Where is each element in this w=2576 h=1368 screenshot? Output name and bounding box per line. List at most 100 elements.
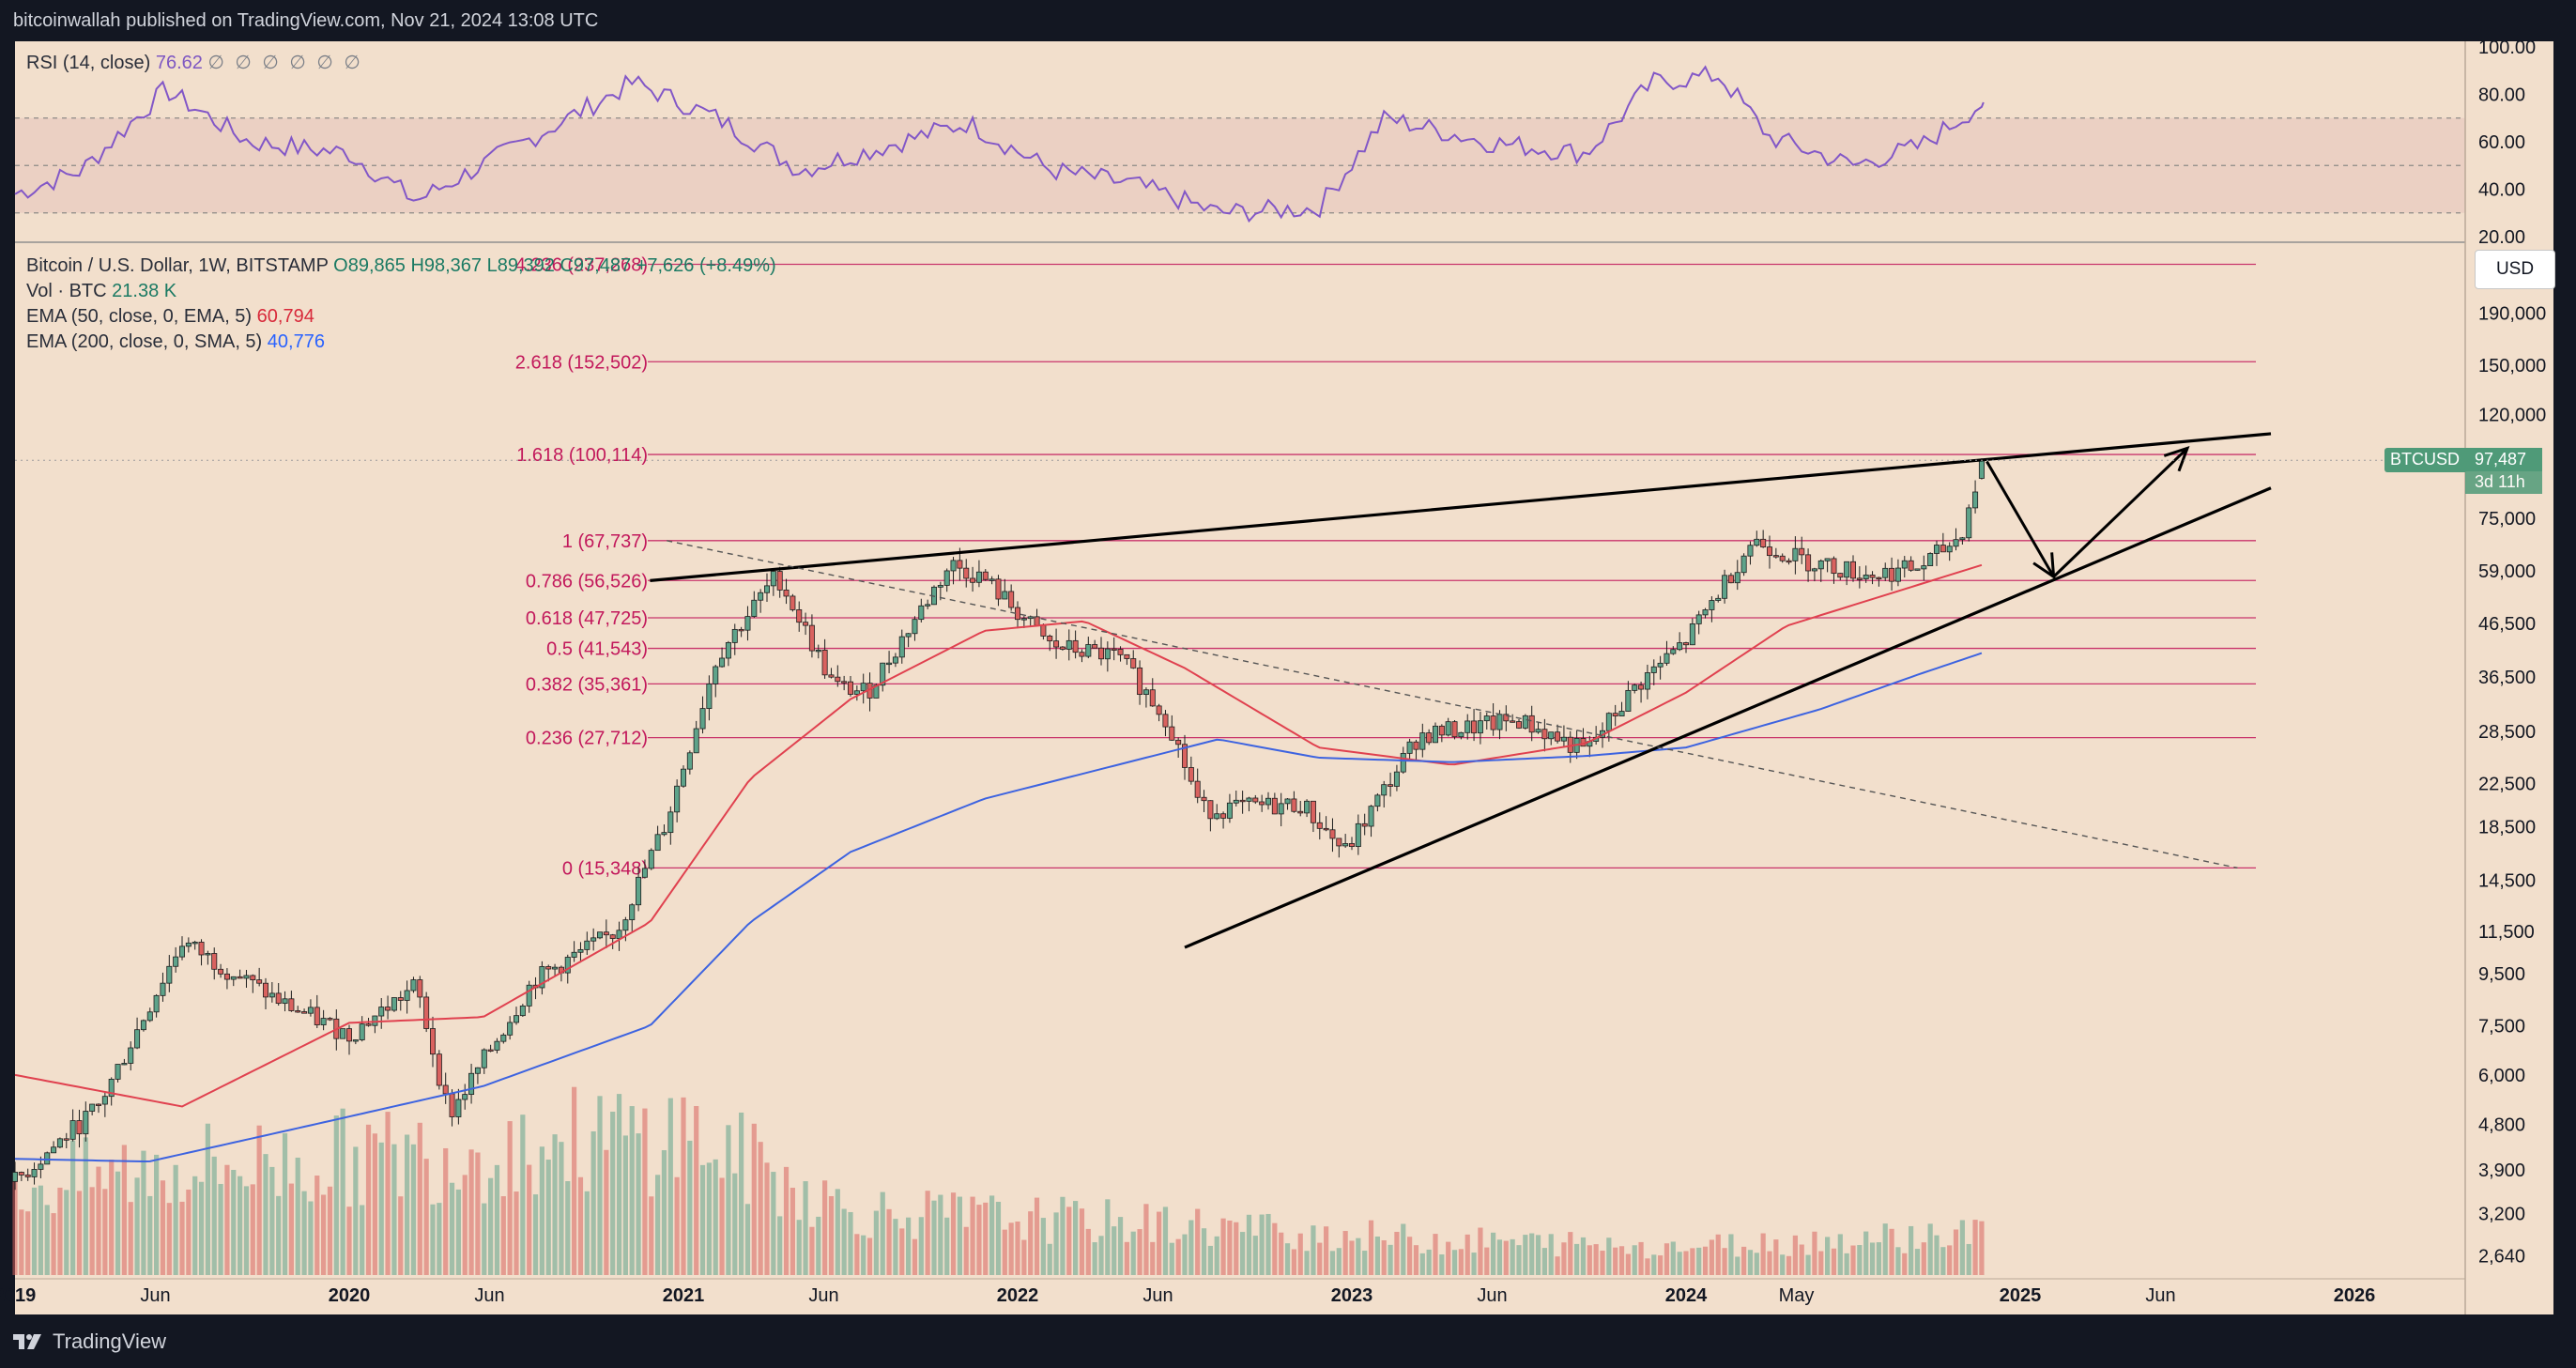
candle: [1233, 791, 1239, 807]
candle: [1740, 553, 1747, 576]
price-tick-label: 18,500: [2478, 818, 2536, 838]
candle: [1889, 557, 1895, 592]
candle: [667, 806, 674, 845]
candle: [706, 675, 713, 721]
volume-bar: [1914, 1249, 1921, 1275]
time-tick-label: May: [1779, 1285, 1815, 1306]
candle: [970, 566, 976, 592]
tradingview-logo[interactable]: TradingView: [13, 1330, 166, 1354]
candle: [1271, 792, 1278, 815]
volume-bar: [1535, 1235, 1541, 1275]
fib-label-0.5: 0.5 (41,543): [546, 639, 648, 660]
volume-bar: [931, 1200, 937, 1275]
volume-bar: [430, 1204, 436, 1275]
candle: [1940, 532, 1946, 553]
volume-bar: [873, 1210, 879, 1275]
candle: [1451, 719, 1458, 740]
volume-bar: [732, 1173, 738, 1275]
time-tick-label: Jun: [1142, 1285, 1173, 1306]
volume-bar: [1439, 1254, 1445, 1275]
time-tick-label: 2019: [0, 1285, 36, 1306]
candle: [1972, 480, 1979, 514]
candle: [218, 963, 224, 978]
volume-bar: [1053, 1212, 1059, 1275]
candle: [1406, 738, 1413, 761]
candle: [1760, 530, 1767, 548]
time-tick-label: 2025: [2000, 1285, 2042, 1306]
fib-label-0: 0 (15,348): [562, 858, 648, 879]
candle: [31, 1162, 38, 1185]
candle: [654, 825, 661, 852]
btc-chart[interactable]: 100.00 80.00 60.00 40.00 20.00 0 (15,348) 0.2…: [0, 0, 2576, 1314]
volume-bar: [295, 1157, 300, 1275]
volume-bar: [1297, 1233, 1303, 1275]
candle: [1214, 804, 1220, 821]
volume-bar: [1433, 1234, 1438, 1275]
currency-button[interactable]: USD: [2475, 250, 2555, 289]
candle: [597, 931, 604, 940]
volume-bar: [1079, 1208, 1085, 1275]
candle: [76, 1109, 83, 1148]
volume-bar: [1188, 1220, 1194, 1275]
volume-bar: [764, 1162, 770, 1275]
candle: [507, 1016, 514, 1040]
candle: [1914, 568, 1921, 571]
volume-bar: [1966, 1243, 1971, 1275]
rsi-label: RSI (14, close): [26, 53, 151, 73]
candle: [758, 589, 764, 613]
volume-bar: [1124, 1241, 1129, 1275]
volume-bar: [1105, 1199, 1111, 1275]
candle: [1361, 813, 1368, 836]
candle: [931, 585, 938, 606]
candle: [835, 665, 841, 687]
volume-bar: [1696, 1247, 1702, 1275]
candle: [1490, 703, 1496, 736]
volume-bar: [38, 1185, 43, 1275]
volume-bar: [166, 1203, 172, 1275]
brand-name: TradingView: [53, 1329, 167, 1353]
volume-bar: [848, 1211, 853, 1275]
volume-bar: [751, 1123, 757, 1275]
candle: [1683, 641, 1690, 653]
volume-bar: [1516, 1245, 1522, 1275]
volume-bar: [1342, 1231, 1348, 1275]
fib-label-1.618: 1.618 (100,114): [516, 445, 648, 466]
volume-bar: [655, 1175, 661, 1275]
candle: [185, 937, 192, 953]
last-price-tag: BTCUSD 97,487 3d 11h: [2384, 448, 2544, 495]
volume-bar: [1863, 1231, 1869, 1275]
candle: [250, 974, 256, 993]
volume-bar: [186, 1189, 192, 1275]
candle: [1381, 780, 1388, 808]
candle: [1901, 556, 1908, 578]
candle: [1837, 573, 1844, 580]
time-tick-label: Jun: [2145, 1285, 2175, 1306]
price-tick-label: 190,000: [2478, 304, 2546, 325]
candle: [352, 1039, 359, 1045]
rsi-tick-label: 60.00: [2478, 132, 2525, 153]
candle: [912, 616, 918, 641]
candle: [1831, 556, 1837, 584]
volume-bar: [507, 1121, 513, 1275]
volume-bar: [121, 1145, 127, 1275]
volume-bar: [1394, 1231, 1400, 1275]
candle: [590, 928, 597, 951]
candle: [96, 1103, 102, 1114]
volume-bar: [1317, 1242, 1323, 1275]
candle: [1169, 715, 1175, 741]
candle: [462, 1084, 468, 1110]
volume-bar: [224, 1164, 230, 1275]
volume-bar: [1632, 1245, 1637, 1275]
volume-bar: [1112, 1226, 1117, 1275]
volume-bar: [198, 1181, 205, 1275]
volume-bar: [128, 1202, 133, 1275]
candle: [1304, 799, 1311, 818]
candle: [1278, 792, 1284, 827]
volume-bar: [1381, 1240, 1387, 1275]
candle: [1220, 811, 1227, 829]
last-price: 97,487: [2465, 448, 2542, 472]
candle: [744, 606, 751, 641]
candle: [995, 575, 1002, 607]
volume-bar: [154, 1154, 160, 1275]
volume-bar: [1529, 1233, 1535, 1275]
